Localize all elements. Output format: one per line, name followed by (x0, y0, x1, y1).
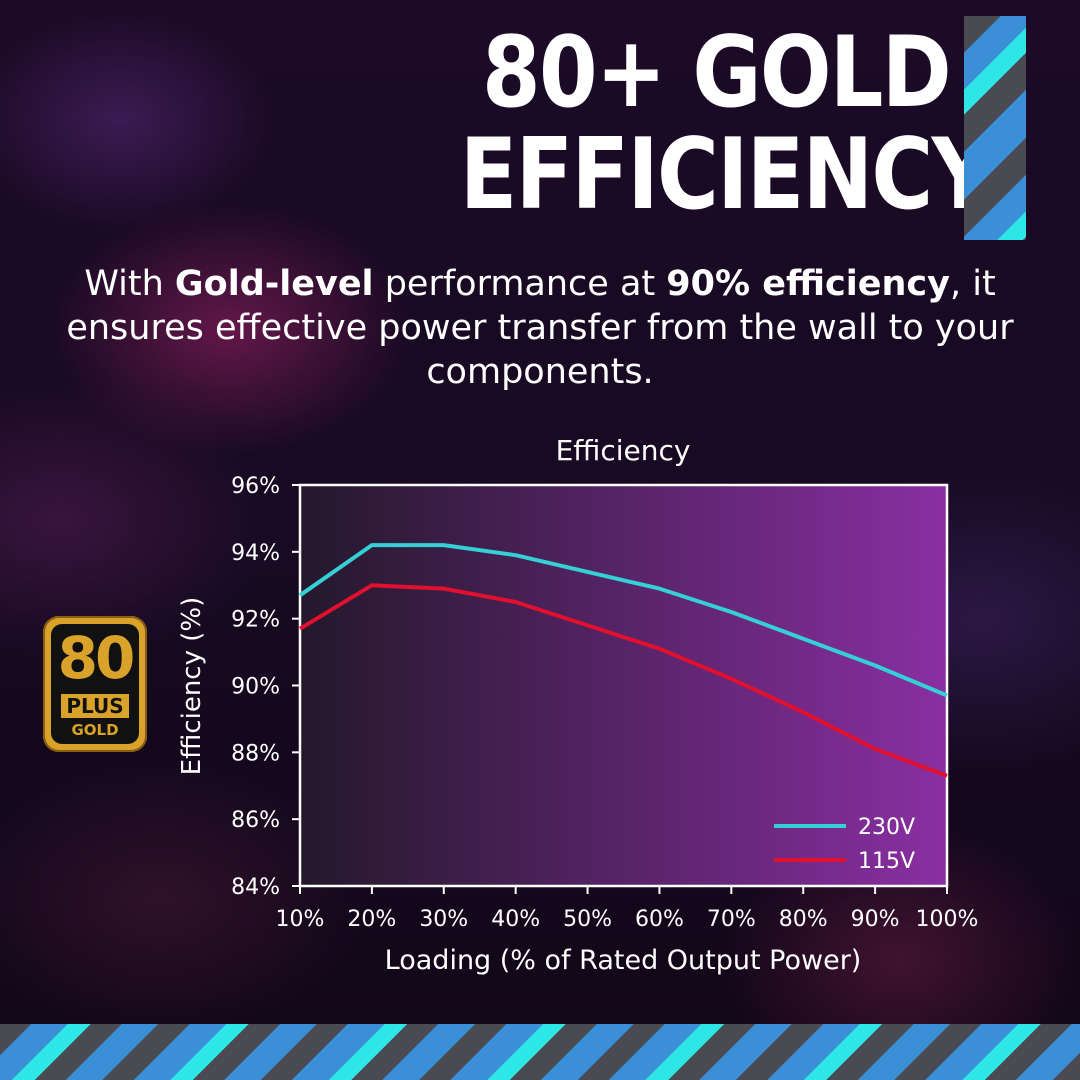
intro-highlight-efficiency: 90% efficiency (666, 264, 950, 304)
y-tick-label: 92% (231, 608, 280, 633)
bottom-stripe-band (0, 1024, 1080, 1080)
legend-label: 230V (858, 815, 915, 840)
intro-text-part: With (84, 264, 175, 304)
headline-line-1: 80+ GOLD (482, 16, 952, 130)
intro-highlight-gold-level: Gold-level (174, 264, 374, 304)
intro-text-part: performance at (373, 264, 667, 304)
y-tick-label: 90% (231, 675, 280, 700)
plot-area (298, 483, 949, 888)
legend-label: 115V (858, 849, 915, 874)
y-tick-label: 96% (231, 474, 280, 499)
y-axis-label: Efficiency (%) (177, 597, 207, 776)
decorative-stripe-bar (964, 16, 1026, 240)
badge-number: 80 (57, 624, 136, 692)
y-tick-label: 86% (231, 808, 280, 833)
x-tick-label: 20% (347, 907, 396, 932)
badge-level-label: GOLD (71, 721, 119, 739)
y-tick-label: 84% (231, 875, 280, 900)
x-axis: 10% 20% 30% 40% 50% 60% 70% 80% 90% 100% (276, 886, 979, 932)
intro-text: With Gold-level performance at 90% effic… (20, 262, 1060, 394)
chart-title: Efficiency (556, 434, 691, 467)
80-plus-gold-badge: 80 PLUS GOLD (43, 616, 147, 752)
x-tick-label: 70% (707, 907, 756, 932)
series-lines (298, 543, 948, 778)
x-tick-label: 90% (851, 907, 900, 932)
headline-line-2: EFFICIENCY (459, 118, 993, 232)
series-line-115v (298, 583, 948, 778)
y-tick-label: 88% (231, 741, 280, 766)
intro-text-part: , it ensures effective power transfer fr… (66, 264, 1014, 392)
badge-plus-label: PLUS (61, 694, 129, 718)
x-tick-label: 30% (419, 907, 468, 932)
x-tick-label: 50% (563, 907, 612, 932)
x-tick-label: 40% (491, 907, 540, 932)
badge-inner: 80 PLUS GOLD (51, 624, 139, 744)
y-tick-label: 94% (231, 541, 280, 566)
x-axis-label: Loading (% of Rated Output Power) (385, 945, 862, 976)
y-axis: 84% 86% 88% 90% 92% 94% 96% (231, 474, 300, 900)
x-tick-label: 80% (779, 907, 828, 932)
series-line-230v (298, 543, 948, 698)
headline: 80+ GOLD EFFICIENCY (459, 16, 993, 232)
x-tick-label: 60% (635, 907, 684, 932)
x-tick-label: 10% (276, 907, 325, 932)
legend: 230V 115V (774, 815, 915, 874)
x-tick-label: 100% (916, 907, 979, 932)
